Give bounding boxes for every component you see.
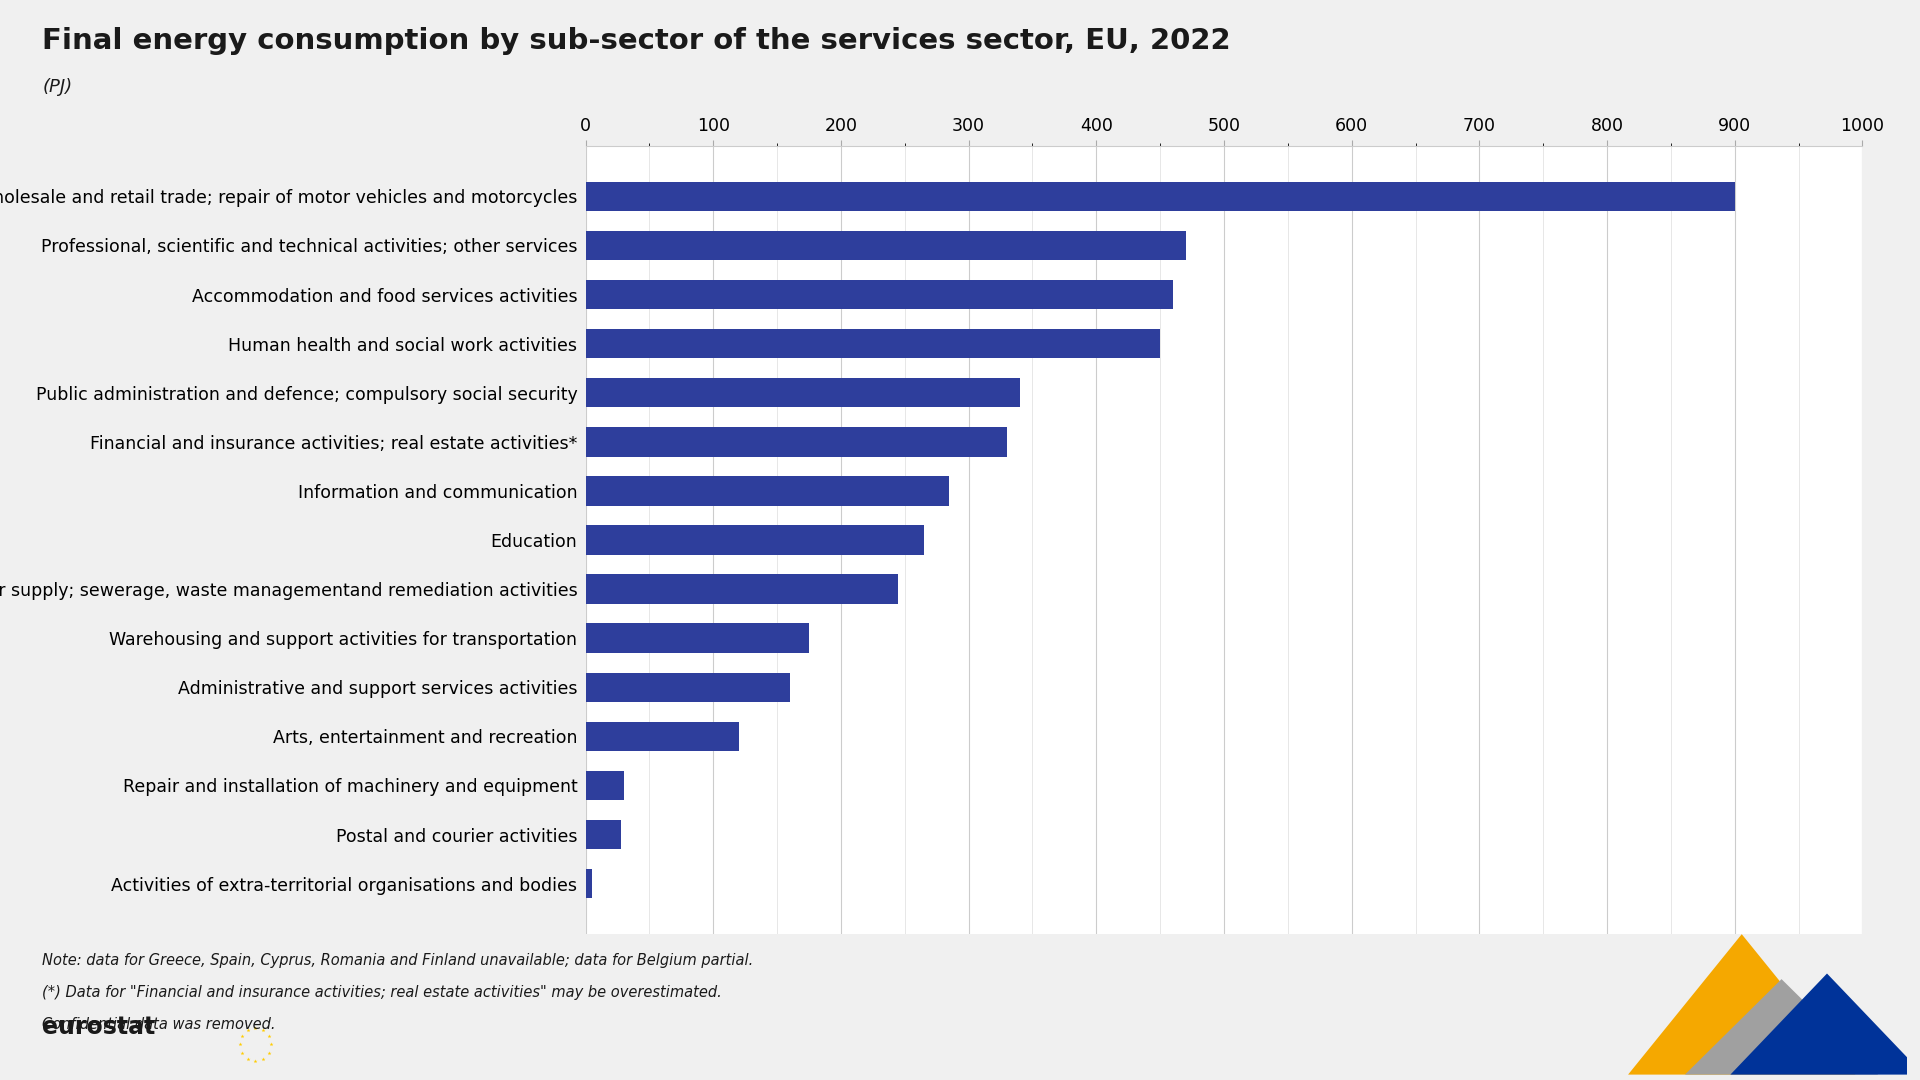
Bar bbox=[586, 231, 1187, 260]
Bar bbox=[586, 427, 1006, 457]
Bar bbox=[586, 181, 1734, 211]
Bar bbox=[586, 575, 899, 604]
Bar bbox=[586, 869, 591, 899]
Polygon shape bbox=[1730, 973, 1920, 1075]
Text: Confidential data was removed.: Confidential data was removed. bbox=[42, 1017, 276, 1032]
Bar bbox=[586, 771, 624, 800]
Bar bbox=[586, 525, 924, 555]
Bar bbox=[586, 378, 1020, 407]
Bar bbox=[586, 673, 789, 702]
Bar bbox=[586, 721, 739, 751]
Bar bbox=[586, 280, 1173, 309]
Polygon shape bbox=[1686, 980, 1878, 1075]
Bar bbox=[586, 820, 622, 849]
Text: Final energy consumption by sub-sector of the services sector, EU, 2022: Final energy consumption by sub-sector o… bbox=[42, 27, 1231, 55]
Bar bbox=[586, 329, 1160, 359]
Text: eurostat: eurostat bbox=[42, 1015, 156, 1039]
Polygon shape bbox=[1628, 934, 1855, 1075]
Bar bbox=[586, 476, 950, 505]
Bar bbox=[586, 623, 808, 653]
Text: (PJ): (PJ) bbox=[42, 78, 73, 96]
Text: (*) Data for "Financial and insurance activities; real estate activities" may be: (*) Data for "Financial and insurance ac… bbox=[42, 985, 722, 1000]
Text: Note: data for Greece, Spain, Cyprus, Romania and Finland unavailable; data for : Note: data for Greece, Spain, Cyprus, Ro… bbox=[42, 953, 753, 968]
